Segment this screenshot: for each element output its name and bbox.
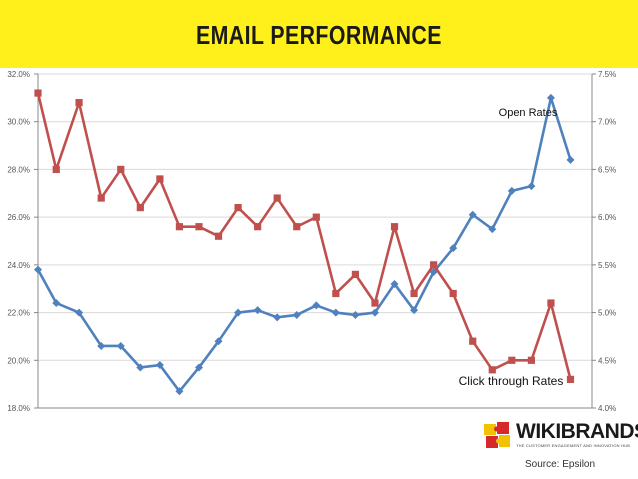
series-line-click-rates [36, 92, 572, 380]
axes [34, 73, 596, 409]
data-point-open-rates [351, 310, 360, 319]
data-point-open-rates [527, 182, 536, 191]
data-point-open-rates [52, 299, 61, 308]
y-tick-label-left: 20.0% [7, 356, 30, 365]
data-point-open-rates [429, 268, 438, 277]
data-point-click-rates [273, 194, 281, 202]
data-point-open-rates [449, 244, 458, 253]
series-line-open-rates [36, 96, 572, 393]
y-tick-label-right: 5.5% [598, 261, 616, 270]
data-point-click-rates [508, 356, 516, 364]
data-point-open-rates [566, 155, 575, 164]
y-tick-label-right: 5.0% [598, 309, 616, 318]
data-point-click-rates [566, 375, 575, 383]
data-point-open-rates [468, 210, 477, 219]
data-point-click-rates [332, 289, 340, 298]
data-point-open-rates [273, 313, 282, 322]
data-point-click-rates [527, 356, 535, 364]
series-label-open-rates: Open Rates [499, 107, 558, 119]
y-tick-label-right: 7.0% [598, 118, 616, 127]
y-tick-label-right: 7.5% [598, 70, 616, 79]
data-point-click-rates [214, 232, 223, 240]
y-tick-label-left: 18.0% [7, 404, 30, 413]
logo-wordmark: WIKIBRANDS [516, 420, 638, 443]
series-labels: Open Rates Click through Rates [459, 107, 564, 388]
data-point-click-rates [488, 366, 496, 374]
data-point-open-rates [546, 93, 555, 102]
data-point-click-rates [254, 223, 262, 231]
y-tick-label-left: 26.0% [7, 213, 30, 222]
y-axis-left-labels: 18.0% 20.0% 22.0% 24.0% 26.0% 28.0% 30.0% 32.0% [7, 70, 30, 413]
data-point-open-rates [253, 306, 262, 315]
data-point-open-rates [234, 308, 243, 317]
data-point-click-rates [351, 270, 360, 278]
data-point-open-rates [155, 361, 164, 370]
wikibrands-logo: WIKIBRANDS THE CUSTOMER ENGAGEMENT AND I… [482, 418, 638, 452]
data-point-open-rates [214, 337, 223, 346]
y-tick-label-left: 30.0% [7, 118, 30, 127]
data-point-open-rates [194, 363, 203, 372]
data-point-click-rates [293, 223, 301, 231]
data-point-open-rates [390, 279, 399, 288]
data-point-click-rates [234, 204, 242, 212]
data-point-open-rates [331, 308, 340, 317]
source-note: Source: Epsilon [525, 459, 596, 470]
series-label-click-rates: Click through Rates [459, 374, 564, 388]
data-point-click-rates [430, 261, 438, 269]
data-point-click-rates [195, 223, 203, 231]
data-point-click-rates [34, 89, 42, 97]
data-point-open-rates [136, 363, 145, 372]
chart-area: 18.0% 20.0% 22.0% 24.0% 26.0% 28.0% 30.0% 32.0%… [0, 68, 638, 432]
data-point-open-rates [410, 306, 419, 315]
data-point-click-rates [117, 165, 125, 174]
y-axis-right-labels: 4.0% 4.5% 5.0% 5.5% 6.0% 6.5% 7.0% 7.5% [598, 70, 616, 413]
page-title: EMAIL PERFORMANCE [196, 20, 442, 50]
puzzle-logo-icon [484, 422, 510, 448]
data-point-open-rates [507, 186, 516, 195]
data-point-open-rates [312, 301, 321, 310]
title-banner [0, 0, 638, 68]
data-point-open-rates [370, 308, 379, 317]
y-tick-label-left: 28.0% [7, 165, 30, 174]
data-point-click-rates [97, 194, 105, 202]
y-tick-label-right: 4.5% [598, 356, 616, 365]
y-tick-label-right: 4.0% [598, 404, 616, 413]
y-tick-label-left: 32.0% [7, 70, 30, 79]
data-point-click-rates [449, 289, 457, 298]
line-chart: 18.0% 20.0% 22.0% 24.0% 26.0% 28.0% 30.0% 32.0%… [7, 70, 616, 432]
y-tick-label-right: 6.5% [598, 165, 616, 174]
data-point-open-rates [292, 310, 301, 319]
data-point-open-rates [488, 225, 497, 234]
data-point-click-rates [136, 204, 144, 212]
data-point-open-rates [34, 265, 42, 274]
data-point-click-rates [547, 299, 555, 307]
series-lines [36, 92, 572, 393]
data-point-click-rates [156, 175, 164, 183]
series-markers [34, 89, 575, 396]
y-tick-label-right: 6.0% [598, 213, 616, 222]
y-tick-label-left: 22.0% [7, 309, 30, 318]
data-point-click-rates [469, 337, 477, 345]
data-point-click-rates [371, 299, 379, 307]
data-point-click-rates [75, 99, 83, 107]
y-tick-label-left: 24.0% [7, 261, 30, 270]
logo-tagline: THE CUSTOMER ENGAGEMENT AND INNOVATION H… [516, 443, 631, 448]
data-point-click-rates [410, 289, 418, 298]
data-point-open-rates [116, 341, 125, 350]
data-point-click-rates [52, 165, 60, 174]
data-point-open-rates [97, 341, 106, 350]
data-point-click-rates [390, 223, 399, 231]
data-point-click-rates [312, 213, 320, 221]
data-point-open-rates [175, 387, 184, 396]
data-point-click-rates [175, 223, 184, 231]
data-point-open-rates [75, 308, 84, 317]
